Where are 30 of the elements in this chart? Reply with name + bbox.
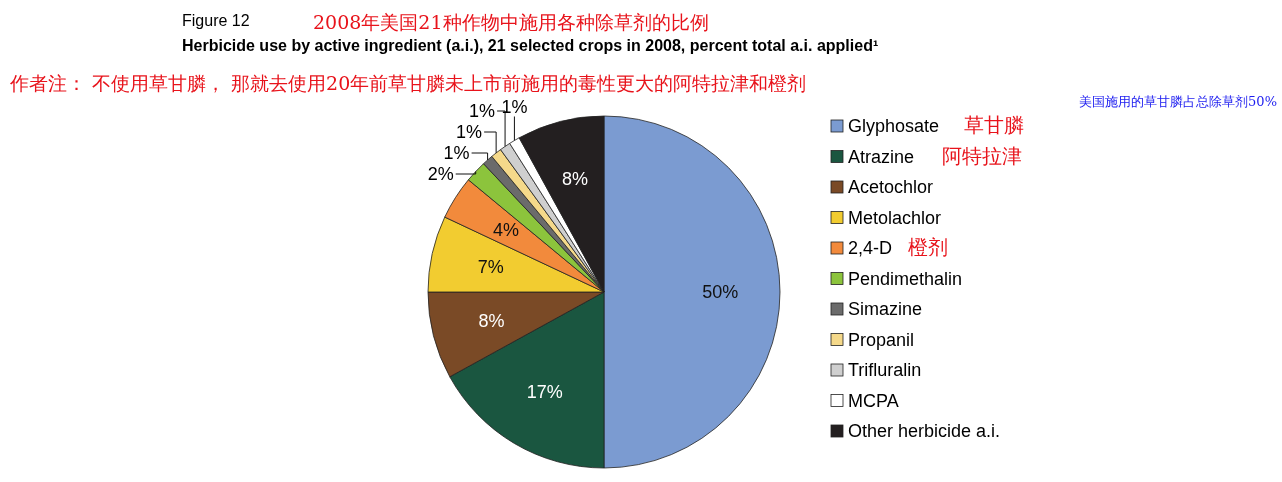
text: 阿特拉津 bbox=[942, 143, 1022, 168]
legend-label: MCPA bbox=[848, 390, 899, 411]
legend-label: Acetochlor bbox=[848, 177, 934, 197]
data-label: 1% bbox=[456, 122, 483, 142]
data-label: 2% bbox=[427, 164, 454, 184]
text: 草甘膦 bbox=[964, 113, 1024, 137]
legend-label: Propanil bbox=[848, 329, 915, 350]
data-label: 4% bbox=[492, 219, 519, 240]
data-label: 1% bbox=[469, 101, 496, 121]
data-label: 50% bbox=[702, 282, 739, 302]
legend-label: Metolachlor bbox=[848, 207, 942, 228]
legend-label: Other herbicide a.i. bbox=[848, 421, 1001, 441]
data-label: 1% bbox=[443, 143, 470, 163]
data-label: 17% bbox=[526, 381, 563, 402]
text: 美国施用的草甘膦占总除草剂50% bbox=[1079, 94, 1277, 109]
legend-label: Glyphosate bbox=[848, 116, 940, 136]
data-label: 7% bbox=[477, 256, 504, 277]
legend-label: Atrazine bbox=[848, 146, 915, 167]
chart-title: Herbicide use by active ingredient (a.i.), 21 selected crops in 2008, percent total a.i. applied¹ bbox=[182, 37, 879, 54]
data-label: 8% bbox=[478, 310, 505, 331]
legend-label: 2,4-D bbox=[848, 238, 893, 258]
text: 2008年美国21种作物中施用各种除草剂的比例 bbox=[313, 11, 709, 33]
data-label: 1% bbox=[501, 96, 528, 117]
caption: Figure 12 bbox=[182, 12, 250, 29]
text: 作者注： 不使用草甘膦， 那就去使用20年前草甘膦未上市前施用的毒性更大的阿特拉津和橙剂 bbox=[9, 72, 807, 94]
legend-label: Trifluralin bbox=[848, 360, 922, 380]
data-label: 8% bbox=[562, 169, 589, 190]
legend-label: Simazine bbox=[848, 299, 923, 319]
legend-label: Pendimethalin bbox=[848, 268, 963, 289]
text: 橙剂 bbox=[908, 235, 948, 259]
